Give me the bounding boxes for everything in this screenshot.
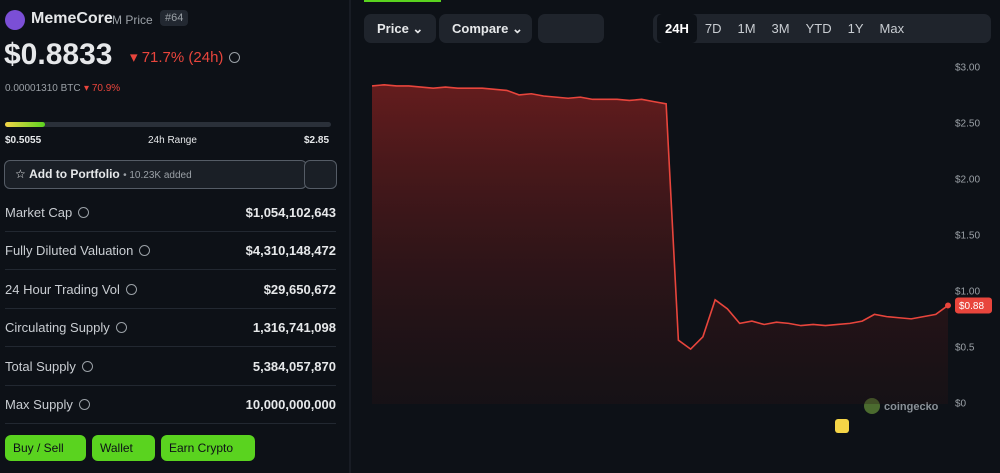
btc-change-value: 70.9% (91, 83, 121, 94)
event-badge[interactable] (835, 419, 849, 433)
price-line (371, 83, 949, 351)
stat-label: Fully Diluted Valuation (5, 243, 151, 258)
stat-value: 1,316,741,098 (252, 320, 336, 336)
info-icon (139, 245, 151, 257)
action-label: Wallet (100, 441, 133, 455)
stat-label: Circulating Supply (5, 320, 127, 335)
area (372, 84, 948, 405)
range-bar (5, 122, 331, 127)
range-low: $0.5055 (5, 135, 42, 146)
portfolio-added: • 10.23K added (123, 170, 192, 181)
rank: #64 (160, 10, 189, 26)
compare-button[interactable]: Compare ⌄ (439, 14, 532, 43)
range-option[interactable]: Max (879, 21, 905, 36)
y-tick-label: $1.50 (955, 231, 980, 242)
coin-symbol: M Price (112, 13, 153, 27)
stat-label: Market Cap (5, 205, 90, 220)
stat-row: Market Cap $1,054,102,643 (5, 193, 336, 232)
info-icon (78, 399, 90, 410)
price-change-value: 71.7% (24h) (141, 49, 224, 66)
current-price-label: $0.88 (959, 301, 984, 312)
range-option[interactable]: 1Y (847, 21, 864, 36)
action-button[interactable]: Earn Crypto (161, 435, 256, 461)
stat-label: Max Supply (5, 397, 90, 412)
compare-button-label: Compare (452, 21, 509, 36)
range-option[interactable]: 7D (704, 21, 722, 36)
info-icon (125, 283, 137, 295)
coin-name: MemeCore (31, 10, 113, 27)
y-tick-label: $0 (955, 399, 967, 410)
range-selector: 24H 7D 1M 3M YTD 1Y Max (653, 14, 991, 43)
stat-row: Total Supply 5,384,057,870 (5, 347, 336, 386)
range-option[interactable]: 3M (771, 21, 790, 36)
stat-value: $4,310,148,472 (245, 243, 336, 259)
price-change: ▾ 71.7% (24h) (130, 48, 241, 66)
stat-row: 24 Hour Trading Vol $29,650,672 (5, 270, 336, 309)
y-tick-label: $2.50 (955, 119, 980, 130)
stat-value: $1,054,102,643 (245, 205, 336, 220)
y-tick-label: $0.5 (955, 343, 975, 354)
range-option[interactable]: 1M (737, 21, 756, 36)
range-option[interactable]: YTD (805, 21, 832, 36)
last-point (945, 302, 951, 309)
stat-value: $29,650,672 (263, 281, 336, 297)
stat-label: Total Supply (5, 359, 93, 374)
info-icon (78, 207, 90, 218)
range-high: $2.85 (304, 135, 330, 146)
action-label: Buy / Sell (13, 441, 64, 455)
action-button[interactable]: Wallet (92, 435, 155, 461)
y-tick-label: $2.00 (955, 175, 980, 186)
alert-button[interactable] (304, 160, 337, 189)
stat-row: Max Supply 10,000,000,000 (5, 385, 336, 424)
stat-row: Circulating Supply 1,316,741,098 (5, 308, 336, 348)
current-price-tag (955, 297, 992, 314)
range-label: 24h Range (148, 135, 197, 146)
coin-logo (5, 10, 25, 30)
info-icon (81, 360, 93, 372)
stat-label: 24 Hour Trading Vol (5, 282, 137, 297)
price-button-label: Price (377, 21, 409, 36)
stat-row: Fully Diluted Valuation $4,310,148,472 (5, 231, 336, 271)
action-button[interactable]: Buy / Sell (5, 435, 86, 461)
btc-price: 0.00001310 BTC (5, 83, 81, 94)
action-label: Earn Crypto (169, 441, 234, 455)
chart-style[interactable] (538, 14, 604, 43)
y-tick-label: $3.00 (955, 63, 980, 74)
tab-indicator (364, 0, 441, 2)
price-button[interactable]: Price ⌄ (364, 14, 436, 43)
y-tick-label: $1.00 (955, 287, 980, 298)
stat-value: 10,000,000,000 (245, 397, 336, 412)
info-icon (115, 322, 127, 334)
stat-value: 5,384,057,870 (252, 358, 336, 374)
range-option[interactable]: 24H (657, 14, 697, 43)
price: $0.8833 (4, 38, 113, 71)
add-portfolio-label: Add to Portfolio (29, 167, 120, 181)
add-portfolio[interactable]: ☆ Add to Portfolio • 10.23K added (4, 160, 307, 189)
btc-change: ▾ 70.9% (84, 83, 121, 94)
